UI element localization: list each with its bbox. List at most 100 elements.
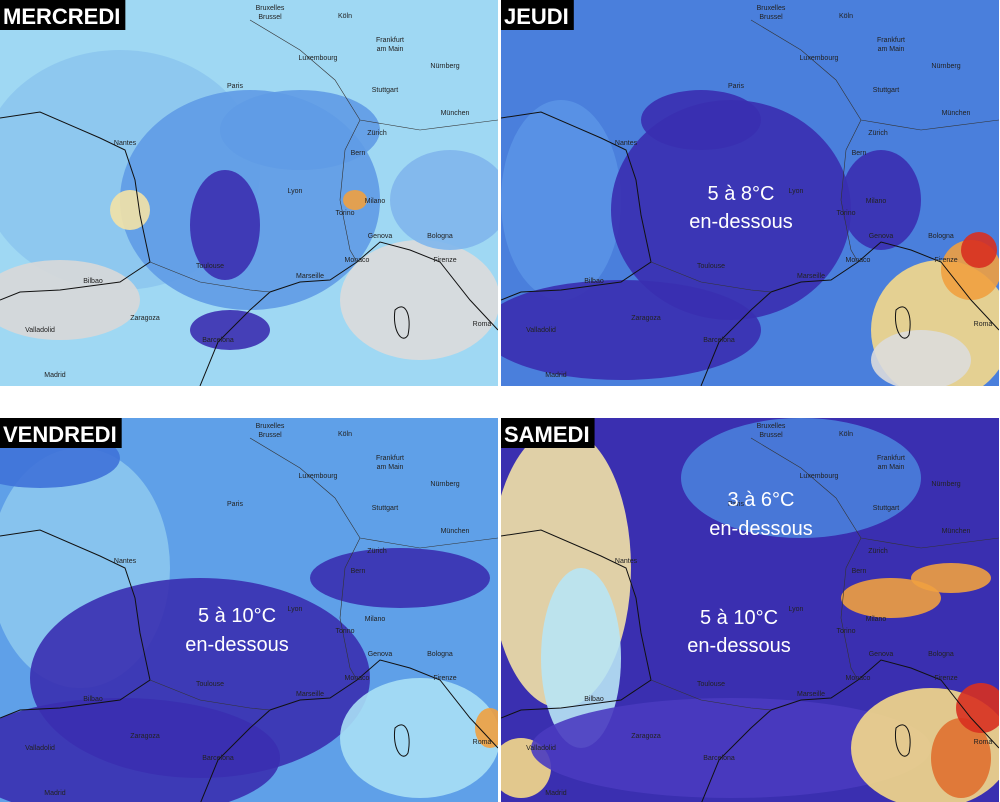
city-label: Stuttgart [873,505,900,512]
anomaly-area [220,90,380,170]
city-label: Frankfurt [376,455,404,462]
city-label: Zaragoza [631,315,661,322]
city-label: Bilbao [83,696,103,703]
city-label: Nürnberg [931,481,960,488]
map-field: Paris Nantes Lyon Toulouse Bilbao Marseille Mo… [501,418,999,802]
city-label: Nürnberg [430,481,459,488]
city-label: Bruxelles [757,423,786,430]
city-label: am Main [377,464,404,471]
anomaly-area [956,683,999,733]
city-label: Luxembourg [299,55,338,62]
city-label: Milano [365,198,386,205]
city-label: Toulouse [697,681,725,688]
city-label: Toulouse [196,681,224,688]
anomaly-area [841,150,921,250]
city-label: Barcelona [202,755,234,762]
city-label: Zaragoza [631,733,661,740]
city-label: Paris [728,501,744,508]
map-panel: Paris Nantes Lyon Toulouse Bilbao Marseille Mo… [501,418,999,802]
city-label: Stuttgart [372,87,399,94]
panel-title: MERCREDI [3,4,120,29]
city-label: Bilbao [584,696,604,703]
city-label: Bern [852,568,867,575]
city-label: Stuttgart [372,505,399,512]
city-label: Stuttgart [873,87,900,94]
city-label: Toulouse [697,263,725,270]
city-label: München [942,528,971,535]
anomaly-area [343,190,367,210]
city-label: Marseille [296,273,324,280]
city-label: Firenze [934,257,957,264]
city-label: Lyon [288,188,303,195]
city-label: Köln [839,431,853,438]
city-label: Marseille [296,691,324,698]
city-label: Köln [839,13,853,20]
city-label: Köln [338,13,352,20]
city-label: Torino [335,628,354,635]
city-label: Bologna [928,651,954,658]
map-field: Paris Nantes Lyon Toulouse Bilbao Marseille Mo… [501,0,999,386]
city-label: Torino [836,628,855,635]
anomaly-area [931,718,991,798]
anomaly-area [911,563,991,593]
city-label: Köln [338,431,352,438]
anomaly-area [475,708,498,748]
city-label: Nantes [114,558,137,565]
annotation: 5 à 10°C [198,605,276,627]
city-label: Nantes [615,140,638,147]
title-box [0,0,126,30]
anomaly-area [501,280,761,380]
city-label: Luxembourg [800,473,839,480]
city-label: Barcelona [202,337,234,344]
city-label: Genova [869,651,894,658]
city-label: Roma [473,739,492,746]
city-label: Luxembourg [299,473,338,480]
city-label: Madrid [545,372,567,379]
city-label: Roma [473,321,492,328]
city-label: Madrid [545,790,567,797]
panel-title: VENDREDI [3,422,117,447]
annotation: 3 à 6°C [728,489,795,511]
city-label: Zürich [868,130,888,137]
city-label: Valladolid [526,745,556,752]
title-box [501,418,595,448]
anomaly-area [501,100,621,300]
anomaly-area [611,100,851,320]
city-label: Paris [728,83,744,90]
anomaly-area [681,418,921,538]
city-label: Madrid [44,790,66,797]
map-panel: Paris Nantes Lyon Toulouse Bilbao Marseille Mo… [0,418,498,802]
city-label: Bern [351,568,366,575]
map-panel: Paris Nantes Lyon Toulouse Bilbao Marseille Mo… [0,0,498,386]
annotation: en-dessous [709,518,812,540]
city-label: Bruxelles [256,423,285,430]
city-label: Firenze [934,675,957,682]
city-label: Bologna [928,233,954,240]
city-label: Bilbao [584,278,604,285]
city-label: Nürnberg [931,63,960,70]
city-label: München [441,528,470,535]
city-label: Valladolid [25,745,55,752]
anomaly-area [0,260,140,340]
city-label: Bern [351,150,366,157]
city-label: Bruxelles [757,5,786,12]
city-label: München [942,110,971,117]
map-field: Paris Nantes Lyon Toulouse Bilbao Marseille Mo… [0,0,498,386]
city-label: Genova [869,233,894,240]
city-label: Roma [974,739,993,746]
city-label: Firenze [433,675,456,682]
anomaly-area [961,232,997,268]
city-label: Frankfurt [877,455,905,462]
anomaly-area [390,150,498,250]
anomaly-area [340,678,498,798]
city-label: Valladolid [25,327,55,334]
city-label: Nantes [114,140,137,147]
city-label: Monaco [345,675,370,682]
city-label: Monaco [846,675,871,682]
city-label: Brussel [759,432,783,439]
city-label: Brussel [258,14,282,21]
city-label: Genova [368,651,393,658]
city-label: Zürich [367,130,387,137]
